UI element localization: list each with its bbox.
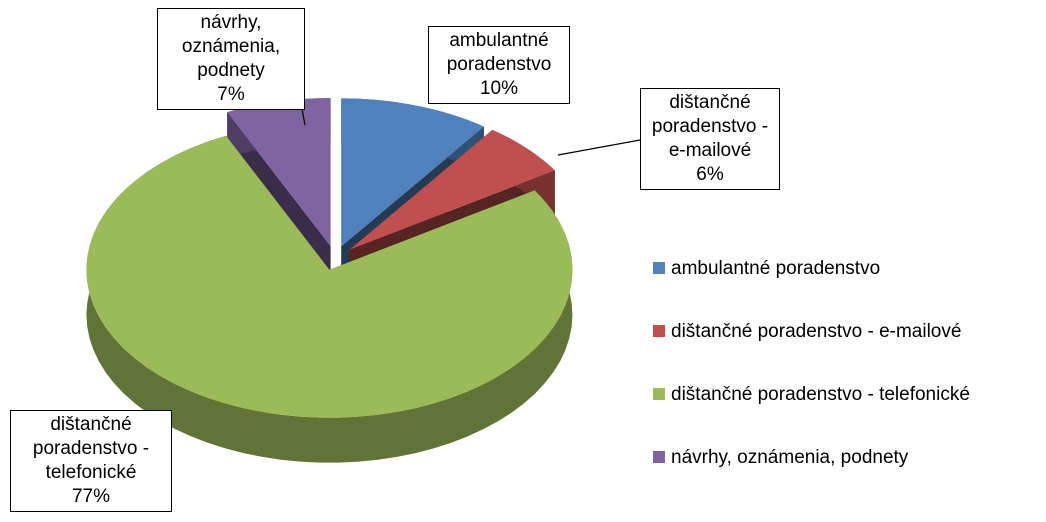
data-label-category: návrhy, oznámenia, podnety [181, 12, 281, 81]
data-label-category: ambulantné poradenstvo [446, 30, 552, 75]
legend-label: návrhy, oznámenia, podnety [671, 447, 909, 468]
data-label-box: návrhy, oznámenia, podnety 7% [157, 8, 305, 110]
legend-item: dištančné poradenstvo - telefonické [653, 384, 970, 406]
data-label-value: 6% [696, 164, 724, 185]
pie-slice [86, 135, 573, 418]
legend-swatch [653, 325, 665, 337]
legend-swatch [653, 262, 665, 274]
data-label-box: dištančné poradenstvo - e-mailové 6% [640, 88, 780, 190]
leader-line [557, 139, 641, 156]
legend-item: dištančné poradenstvo - e-mailové [653, 321, 961, 343]
legend-swatch [653, 388, 665, 400]
legend-item: návrhy, oznámenia, podnety [653, 447, 908, 469]
data-label-category: dištančné poradenstvo - e-mailové [651, 92, 769, 161]
pie-slice [227, 98, 331, 247]
legend-label: dištančné poradenstvo - telefonické [671, 384, 970, 405]
legend-item: ambulantné poradenstvo [653, 258, 880, 280]
pie-slice [341, 98, 484, 247]
legend-swatch [653, 451, 665, 463]
legend-label: ambulantné poradenstvo [671, 258, 881, 279]
pie-slice [349, 129, 555, 250]
data-label-box: ambulantné poradenstvo 10% [428, 26, 570, 104]
data-label-value: 77% [71, 486, 111, 507]
data-label-value: 10% [479, 78, 519, 99]
data-label-box: dištančné poradenstvo - telefonické 77% [10, 410, 172, 512]
data-label-category: dištančné poradenstvo - telefonické [32, 414, 150, 483]
legend-label: dištančné poradenstvo - e-mailové [671, 321, 962, 342]
data-label-value: 7% [217, 84, 245, 105]
